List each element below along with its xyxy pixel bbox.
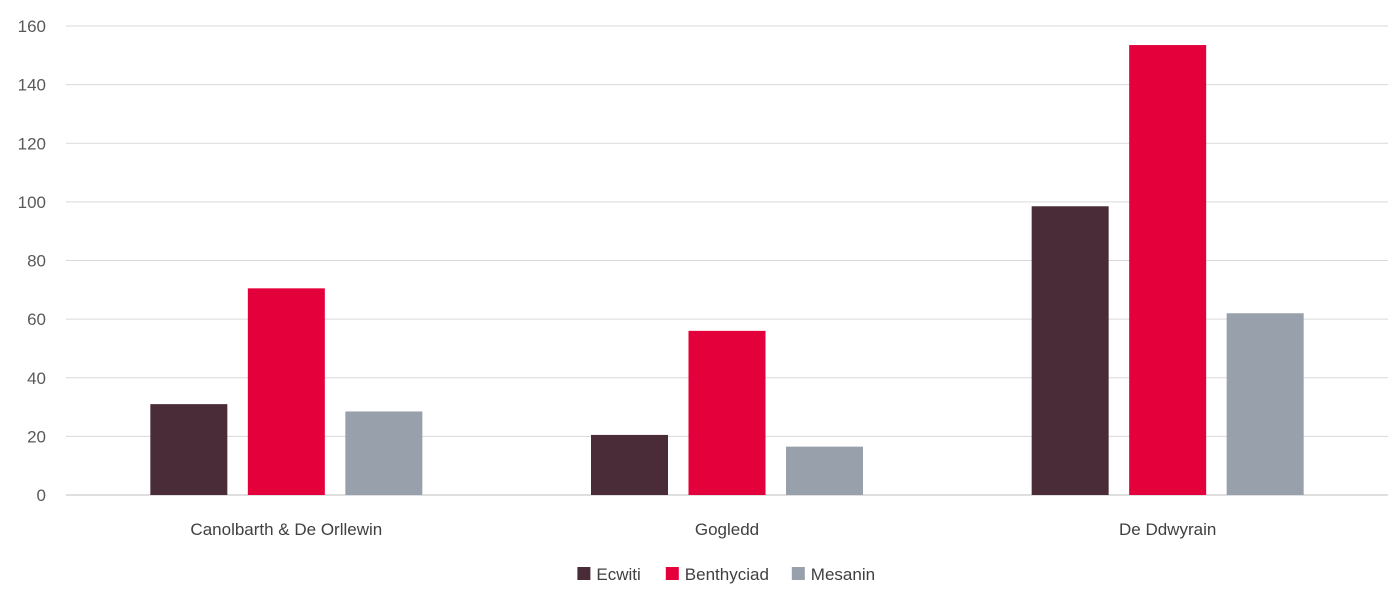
- y-tick-label: 160: [18, 17, 46, 36]
- legend-label-benthyciad: Benthyciad: [685, 565, 769, 584]
- legend-swatch-mesanin: [791, 567, 805, 580]
- y-tick-label: 60: [27, 310, 46, 329]
- legend-label-ecwiti: Ecwiti: [596, 565, 640, 584]
- y-tick-label: 0: [37, 486, 46, 505]
- legend-label-mesanin: Mesanin: [811, 565, 875, 584]
- y-axis-ticks: 0 20 40 60 80 100 120 140 160: [18, 17, 46, 505]
- y-tick-label: 140: [18, 76, 46, 95]
- bar-mesanin-1: [786, 446, 863, 495]
- bar-benthyciad-0: [247, 288, 325, 495]
- bar-mesanin-2: [1226, 313, 1304, 495]
- bars: [150, 45, 1304, 495]
- bar-ecwiti-2: [1031, 206, 1109, 495]
- category-label: Canolbarth & De Orllewin: [190, 520, 382, 539]
- bar-mesanin-0: [345, 411, 423, 495]
- y-tick-label: 100: [18, 193, 46, 212]
- category-label: Gogledd: [695, 520, 759, 539]
- y-tick-label: 120: [18, 134, 46, 153]
- y-tick-label: 40: [27, 369, 46, 388]
- bar-benthyciad-2: [1129, 45, 1207, 495]
- legend-swatch-ecwiti: [577, 567, 591, 580]
- x-axis-categories: Canolbarth & De Orllewin Gogledd De Ddwyra…: [190, 520, 1216, 539]
- legend: Ecwiti Benthyciad Mesanin: [577, 565, 875, 584]
- bar-ecwiti-0: [150, 404, 228, 495]
- category-label: De Ddwyrain: [1119, 520, 1216, 539]
- bar-ecwiti-1: [591, 434, 668, 495]
- y-tick-label: 80: [27, 252, 46, 271]
- bar-benthyciad-1: [688, 330, 766, 495]
- y-tick-label: 20: [27, 427, 46, 446]
- legend-swatch-benthyciad: [665, 567, 679, 580]
